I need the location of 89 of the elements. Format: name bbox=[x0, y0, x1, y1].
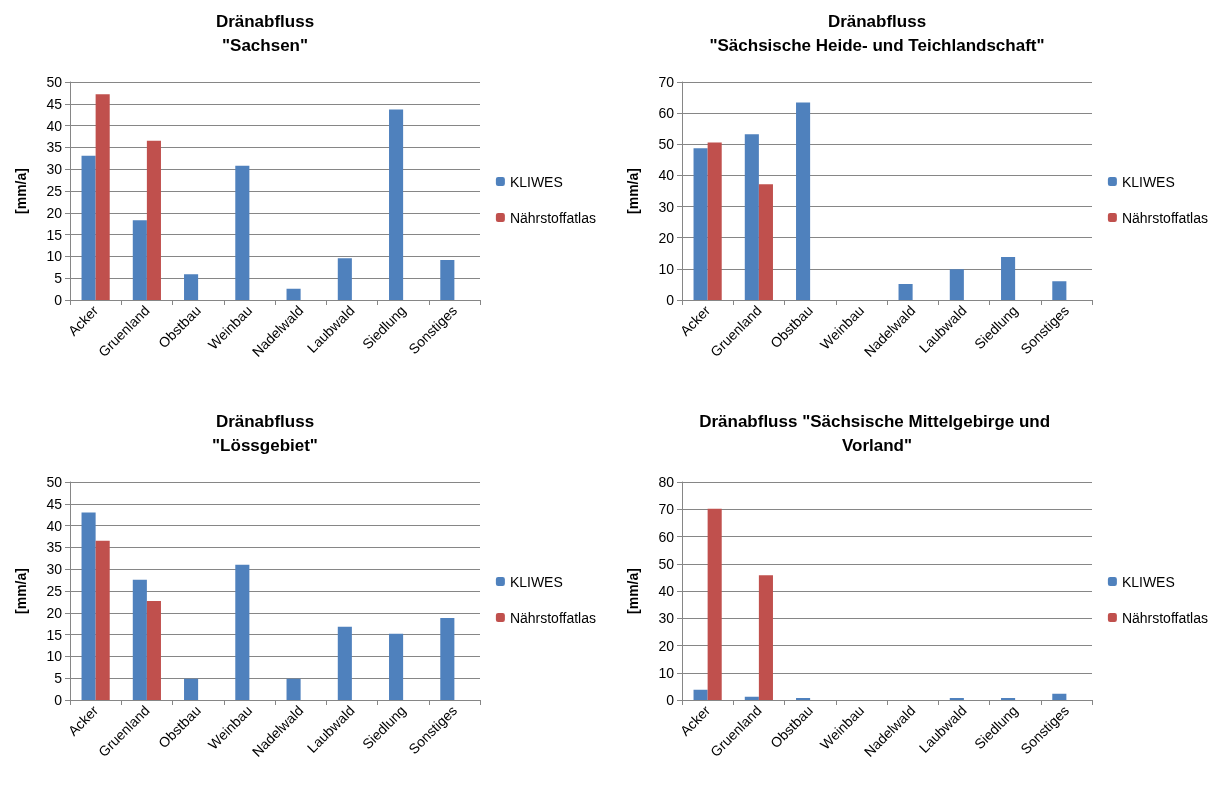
bar bbox=[707, 508, 722, 700]
bar bbox=[1001, 257, 1016, 300]
y-tick-label: 10 bbox=[46, 248, 63, 265]
y-tick-label: 25 bbox=[46, 583, 63, 599]
chart-title: Dränabfluss "Lössgebiet" bbox=[212, 411, 318, 455]
bar bbox=[235, 165, 250, 300]
legend-label: KLIWES bbox=[1121, 173, 1175, 190]
bar bbox=[81, 155, 96, 300]
bar bbox=[132, 220, 147, 300]
legend-label: Nährstoffatlas bbox=[1121, 609, 1209, 626]
bar bbox=[693, 148, 708, 300]
bar bbox=[146, 140, 161, 300]
y-tick-label: 5 bbox=[54, 270, 63, 287]
y-tick-label: 50 bbox=[46, 74, 63, 90]
bar bbox=[132, 579, 147, 700]
y-tick-label: 35 bbox=[46, 139, 63, 156]
y-tick-label: 25 bbox=[46, 183, 63, 199]
y-tick-label: 0 bbox=[666, 692, 675, 708]
bar bbox=[744, 696, 759, 700]
y-tick-label: 0 bbox=[666, 292, 675, 308]
chart-title: Dränabfluss "Sächsische Mittelgebirge und Vorland" bbox=[699, 411, 1055, 455]
bar bbox=[693, 689, 708, 700]
bar bbox=[81, 512, 96, 700]
y-tick-label: 30 bbox=[46, 561, 63, 578]
y-axis-title: [mm/a] bbox=[13, 568, 29, 614]
y-tick-label: 20 bbox=[46, 204, 63, 221]
bar bbox=[286, 288, 301, 300]
bar bbox=[389, 633, 404, 700]
bar bbox=[744, 134, 759, 300]
legend-label: Nährstoffatlas bbox=[509, 209, 597, 226]
y-tick-label: 50 bbox=[658, 555, 675, 572]
chart-title: Dränabfluss "Sachsen" bbox=[215, 11, 315, 55]
bar bbox=[337, 626, 352, 700]
y-tick-label: 30 bbox=[658, 198, 675, 215]
y-tick-label: 20 bbox=[46, 604, 63, 621]
y-tick-label: 50 bbox=[658, 136, 675, 153]
bar bbox=[337, 258, 352, 300]
y-tick-label: 80 bbox=[658, 474, 675, 490]
y-tick-label: 10 bbox=[46, 648, 63, 665]
y-tick-label: 45 bbox=[46, 495, 63, 512]
legend-label: KLIWES bbox=[509, 173, 563, 190]
y-tick-label: 40 bbox=[46, 117, 63, 134]
y-tick-label: 20 bbox=[658, 229, 675, 246]
y-tick-label: 30 bbox=[658, 610, 675, 627]
y-tick-label: 10 bbox=[658, 664, 675, 681]
bar bbox=[286, 678, 301, 700]
y-tick-label: 10 bbox=[658, 260, 675, 277]
y-tick-label: 35 bbox=[46, 539, 63, 556]
y-tick-label: 60 bbox=[658, 528, 675, 545]
bar bbox=[389, 109, 404, 300]
bar bbox=[95, 94, 110, 300]
legend-label: Nährstoffatlas bbox=[1121, 209, 1209, 226]
y-tick-label: 15 bbox=[46, 226, 63, 243]
y-tick-label: 30 bbox=[46, 161, 63, 178]
y-tick-label: 60 bbox=[658, 105, 675, 122]
y-tick-label: 50 bbox=[46, 474, 63, 490]
y-tick-label: 0 bbox=[54, 692, 63, 708]
bar bbox=[184, 678, 199, 700]
y-tick-label: 20 bbox=[658, 637, 675, 654]
bar bbox=[796, 102, 811, 300]
y-tick-label: 0 bbox=[54, 292, 63, 308]
y-axis-title: [mm/a] bbox=[13, 168, 29, 214]
bar bbox=[440, 618, 455, 700]
bar bbox=[758, 184, 773, 300]
bar bbox=[949, 269, 964, 300]
bar bbox=[758, 575, 773, 700]
y-tick-label: 70 bbox=[658, 74, 675, 90]
y-tick-label: 45 bbox=[46, 95, 63, 112]
bar bbox=[146, 601, 161, 700]
bar bbox=[1052, 281, 1067, 300]
y-axis-title: [mm/a] bbox=[625, 568, 641, 614]
y-tick-label: 40 bbox=[658, 167, 675, 184]
bar bbox=[707, 142, 722, 300]
y-tick-label: 40 bbox=[46, 517, 63, 534]
bar bbox=[184, 274, 199, 300]
legend-label: KLIWES bbox=[509, 573, 563, 590]
bar bbox=[1052, 693, 1067, 700]
y-tick-label: 15 bbox=[46, 626, 63, 643]
bar bbox=[95, 540, 110, 700]
bar bbox=[898, 284, 913, 300]
bar bbox=[235, 564, 250, 700]
y-tick-label: 5 bbox=[54, 670, 63, 687]
legend-label: Nährstoffatlas bbox=[509, 609, 597, 626]
legend-label: KLIWES bbox=[1121, 573, 1175, 590]
y-tick-label: 40 bbox=[658, 583, 675, 599]
chart-title: Dränabfluss "Sächsische Heide- und Teichlandschaft" bbox=[709, 11, 1045, 55]
y-tick-label: 70 bbox=[658, 501, 675, 518]
y-axis-title: [mm/a] bbox=[625, 168, 641, 214]
bar bbox=[440, 259, 455, 300]
